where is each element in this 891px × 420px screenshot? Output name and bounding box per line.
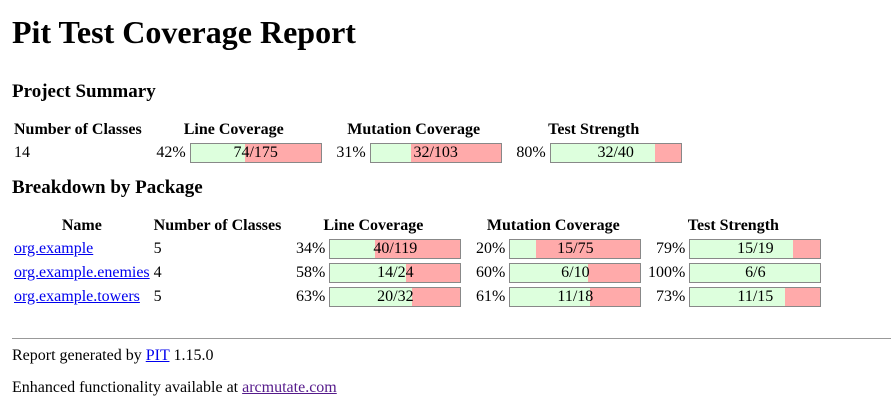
package-classes-count: 5 xyxy=(153,240,162,257)
summary-row: 14 42% 74/175 31% 32/103 80% xyxy=(13,142,683,164)
coverage-percentage: 58% xyxy=(296,263,326,281)
pit-link[interactable]: PIT xyxy=(145,347,170,364)
coverage-legend: 15/75 xyxy=(557,240,594,257)
package-line-coverage: 34% 40/119 xyxy=(284,238,462,260)
coverage-bar-fill xyxy=(330,288,413,306)
package-link-org-example-towers[interactable]: org.example.towers xyxy=(14,288,140,305)
summary-classes-count: 14 xyxy=(14,144,30,161)
table-row: org.example.enemies 4 58% 14/24 60% 6/10 xyxy=(13,262,822,284)
coverage-bar: 11/15 xyxy=(689,287,822,307)
package-line-coverage: 63% 20/32 xyxy=(284,286,462,308)
coverage-bar-fill xyxy=(330,240,375,258)
col-header-mutation-coverage: Mutation Coverage xyxy=(486,217,620,234)
table-row: org.example 5 34% 40/119 20% 15/75 xyxy=(13,238,822,260)
coverage-bar-fill xyxy=(550,144,655,162)
coverage-legend: 11/18 xyxy=(557,288,594,305)
coverage-legend: 6/10 xyxy=(561,264,590,281)
col-header-classes: Number of Classes xyxy=(153,217,282,234)
package-mutation-coverage: 20% 15/75 xyxy=(464,238,642,260)
col-header-classes: Number of Classes xyxy=(14,121,142,138)
coverage-percentage: 80% xyxy=(516,143,546,161)
coverage-bar: 40/119 xyxy=(329,239,462,259)
coverage-bar-fill xyxy=(690,240,794,258)
coverage-legend: 11/15 xyxy=(737,288,774,305)
package-name-cell: org.example.towers xyxy=(13,286,151,308)
col-header-name: Name xyxy=(61,217,102,234)
coverage-legend: 32/40 xyxy=(597,144,634,161)
package-classes-count: 5 xyxy=(153,288,162,305)
report-page: Pit Test Coverage Report Project Summary… xyxy=(0,12,891,398)
package-name-cell: org.example.enemies xyxy=(13,262,151,284)
coverage-bar: 32/40 xyxy=(549,143,682,163)
col-header-test-strength: Test Strength xyxy=(548,121,640,138)
coverage-bar-fill xyxy=(330,264,406,282)
coverage-bar: 32/103 xyxy=(369,143,502,163)
coverage-bar-fill xyxy=(690,288,786,306)
col-header-line-coverage: Line Coverage xyxy=(323,217,424,234)
coverage-bar: 11/18 xyxy=(509,287,642,307)
coverage-bar-fill xyxy=(510,264,589,282)
coverage-bar: 14/24 xyxy=(329,263,462,283)
coverage-legend: 74/175 xyxy=(233,144,278,161)
package-test-strength: 73% 11/15 xyxy=(644,286,822,308)
coverage-percentage: 61% xyxy=(476,287,506,305)
coverage-legend: 40/119 xyxy=(373,240,418,257)
package-line-coverage: 58% 14/24 xyxy=(284,262,462,284)
package-classes-count: 4 xyxy=(153,264,162,281)
coverage-percentage: 63% xyxy=(296,287,326,305)
package-test-strength: 79% 15/19 xyxy=(644,238,822,260)
col-header-mutation-coverage: Mutation Coverage xyxy=(347,121,481,138)
page-title: Pit Test Coverage Report xyxy=(12,14,356,50)
coverage-bar: 74/175 xyxy=(189,143,322,163)
coverage-legend: 15/19 xyxy=(737,240,774,257)
coverage-bar: 20/32 xyxy=(329,287,462,307)
package-mutation-coverage: 61% 11/18 xyxy=(464,286,642,308)
package-link-org-example[interactable]: org.example xyxy=(14,240,94,257)
generated-by-text: Report generated by xyxy=(12,347,142,364)
coverage-bar-fill xyxy=(510,288,590,306)
coverage-legend: 14/24 xyxy=(377,264,414,281)
coverage-percentage: 34% xyxy=(296,239,326,257)
pit-version: 1.15.0 xyxy=(173,347,214,364)
package-mutation-coverage: 60% 6/10 xyxy=(464,262,642,284)
coverage-bar: 15/75 xyxy=(509,239,642,259)
coverage-percentage: 100% xyxy=(648,263,686,281)
footer-divider xyxy=(12,338,891,339)
coverage-legend: 20/32 xyxy=(377,288,414,305)
coverage-bar-fill xyxy=(370,144,411,162)
arcmutate-link[interactable]: arcmutate.com xyxy=(242,379,337,396)
coverage-percentage: 42% xyxy=(156,143,186,161)
summary-mutation-coverage: 31% 32/103 xyxy=(325,142,503,164)
enhanced-functionality-line: Enhanced functionality available at arcm… xyxy=(12,378,879,398)
coverage-legend: 6/6 xyxy=(745,264,766,281)
coverage-percentage: 73% xyxy=(656,287,686,305)
coverage-percentage: 79% xyxy=(656,239,686,257)
summary-test-strength: 80% 32/40 xyxy=(505,142,683,164)
generated-by-line: Report generated by PIT 1.15.0 xyxy=(12,346,879,366)
breakdown-table: Name Number of Classes Line Coverage Mut… xyxy=(11,214,824,310)
coverage-bar-fill xyxy=(190,144,246,162)
coverage-percentage: 20% xyxy=(476,239,506,257)
coverage-percentage: 60% xyxy=(476,263,506,281)
col-header-line-coverage: Line Coverage xyxy=(183,121,284,138)
coverage-bar-fill xyxy=(510,240,537,258)
coverage-percentage: 31% xyxy=(336,143,366,161)
enhanced-functionality-text: Enhanced functionality available at xyxy=(12,379,239,396)
package-test-strength: 100% 6/6 xyxy=(644,262,822,284)
col-header-test-strength: Test Strength xyxy=(687,217,779,234)
package-link-org-example-enemies[interactable]: org.example.enemies xyxy=(14,264,150,281)
table-row: org.example.towers 5 63% 20/32 61% 11/18 xyxy=(13,286,822,308)
coverage-bar: 15/19 xyxy=(689,239,822,259)
breakdown-heading: Breakdown by Package xyxy=(12,177,203,198)
coverage-bar-fill xyxy=(690,264,821,282)
package-name-cell: org.example xyxy=(13,238,151,260)
coverage-bar: 6/6 xyxy=(689,263,822,283)
coverage-legend: 32/103 xyxy=(413,144,458,161)
coverage-bar: 6/10 xyxy=(509,263,642,283)
project-summary-heading: Project Summary xyxy=(12,81,156,102)
summary-line-coverage: 42% 74/175 xyxy=(145,142,323,164)
project-summary-table: Number of Classes Line Coverage Mutation… xyxy=(11,118,685,166)
